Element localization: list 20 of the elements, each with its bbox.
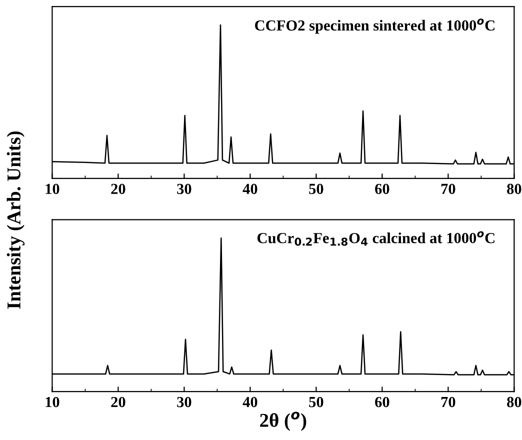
- x-axis-title: 2θ ($^{o}$): [260, 412, 306, 431]
- x-tick-label: 10: [46, 396, 60, 408]
- x-tick-label: 70: [441, 396, 456, 408]
- text: CuCr$_{0.2}$Fe$_{1.8}$O$_{4}$ calcined at 1000$^{o}$C: [257, 231, 494, 246]
- x-tick-label: 30: [177, 396, 192, 408]
- x-tick-label: 60: [375, 396, 390, 408]
- x-tick-label: 30: [177, 184, 192, 194]
- x-tick-label: 80: [507, 396, 522, 408]
- x-tick-label: 50: [309, 184, 324, 194]
- x-tick-label: 80: [507, 184, 522, 194]
- x-tick-label: 40: [242, 396, 258, 408]
- x-tick-label: 60: [375, 184, 390, 194]
- x-tick-label: 40: [242, 184, 258, 194]
- x-tick-label: 20: [111, 396, 126, 408]
- x-tick-label: 50: [309, 396, 324, 408]
- x-tick-label: 20: [111, 184, 126, 194]
- annotation: CCFO2 specimen sintered at 1000$^{o}$C: [255, 18, 494, 34]
- x-tick-label: 70: [441, 184, 456, 194]
- x-tick-label: 10: [46, 184, 60, 194]
- y-axis-title: Intensity (Arb. Units): [6, 131, 25, 309]
